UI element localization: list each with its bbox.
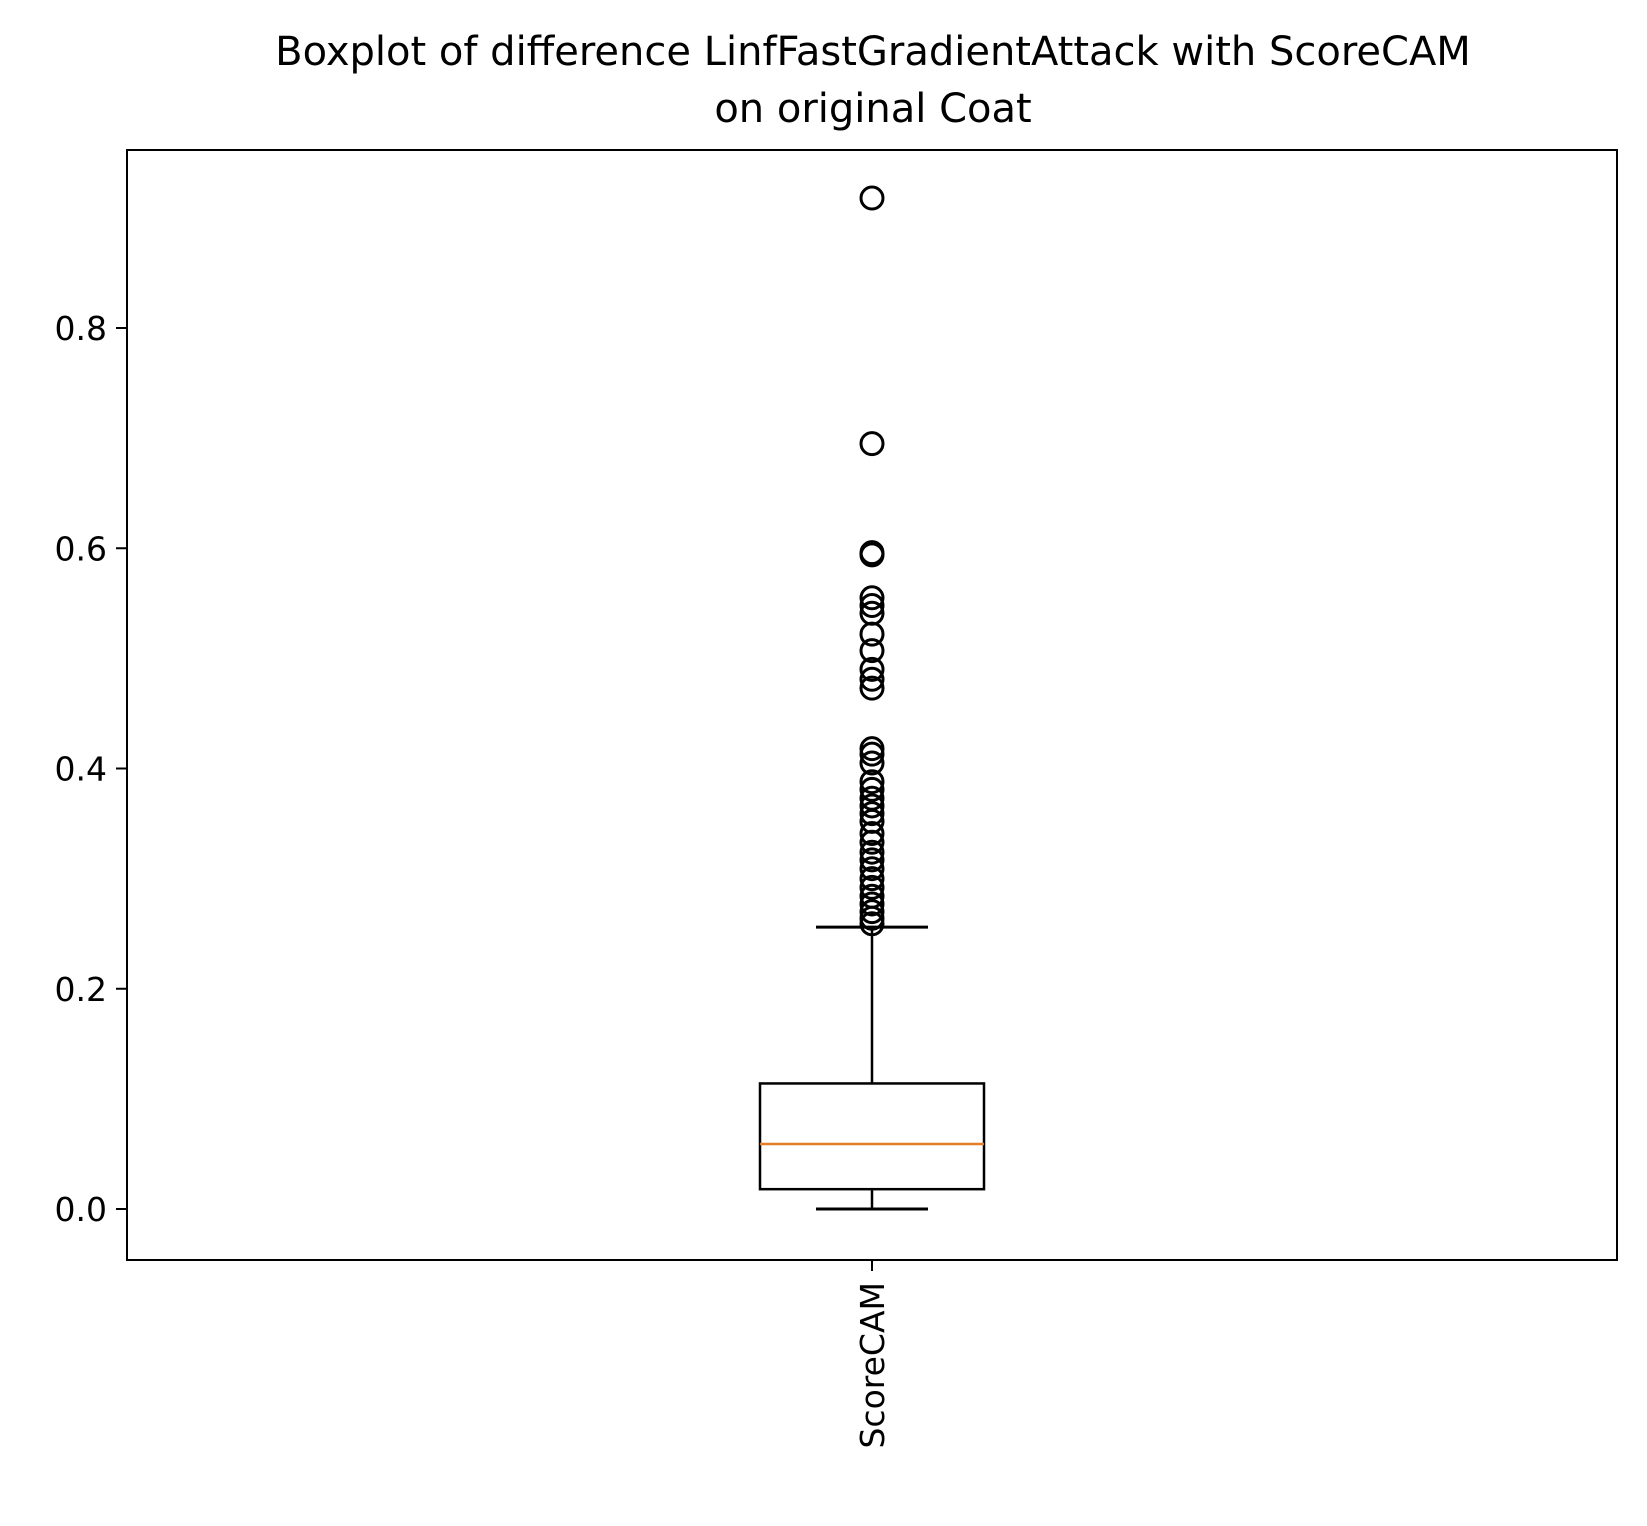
outlier-point: [859, 542, 885, 568]
x-tick-label: ScoreCAM: [853, 1282, 892, 1449]
outlier-point: [859, 585, 885, 611]
outlier-point: [859, 829, 885, 855]
outlier-point: [859, 769, 885, 795]
y-tick-label: 0.8: [55, 309, 107, 348]
outlier-point: [859, 793, 885, 819]
outlier-point: [859, 638, 885, 664]
outlier-point: [859, 675, 885, 701]
outlier-point: [859, 856, 885, 882]
outlier-point: [859, 776, 885, 802]
outlier-point: [859, 874, 885, 900]
outlier-point: [859, 891, 885, 917]
y-tick-label: 0.6: [55, 529, 107, 568]
y-tick-label: 0.4: [55, 750, 107, 789]
outlier-point: [859, 185, 885, 211]
outlier-point: [859, 621, 885, 647]
plot-area: 0.0 0.2 0.4 0.6 0.8 ScoreCAM: [55, 185, 986, 1449]
outlier-point: [859, 899, 885, 925]
iqr-box: [758, 1082, 986, 1191]
outlier-point: [859, 666, 885, 692]
outlier-point: [859, 593, 885, 619]
chart-title-line-1: Boxplot of difference LinfFastGradientAt…: [275, 29, 1471, 75]
y-tick-label: 0.2: [55, 970, 107, 1009]
outlier-point: [859, 911, 885, 937]
outlier-point: [859, 839, 885, 865]
outlier-point: [859, 847, 885, 873]
outlier-point: [859, 750, 885, 776]
outlier-point: [859, 820, 885, 846]
outlier-point: [859, 431, 885, 457]
axes-frame: [126, 149, 1618, 1261]
y-tick-label: 0.0: [55, 1190, 107, 1229]
outlier-point: [859, 801, 885, 827]
outlier-point: [859, 741, 885, 767]
chart-title-line-2: on original Coat: [714, 86, 1031, 132]
outlier-point: [859, 656, 885, 682]
outlier-point: [859, 866, 885, 892]
